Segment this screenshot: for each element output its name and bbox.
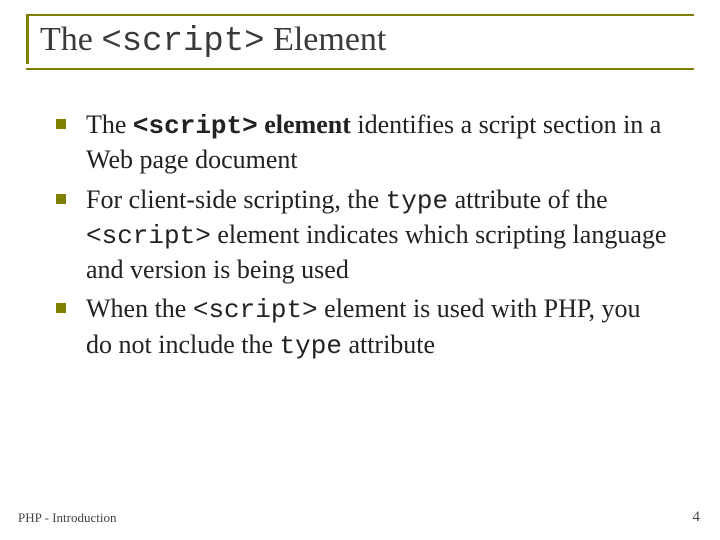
bullet-text-span: <script>	[133, 111, 258, 141]
title-rule-bottom	[26, 68, 694, 70]
bullet-text-span: <script>	[193, 295, 318, 325]
bullet-text-span: type	[386, 186, 448, 216]
bullet-text-span: When the	[86, 294, 193, 323]
bullet-text-span: attribute of the	[448, 185, 608, 214]
bullet-text-span: element	[258, 110, 351, 139]
title-rule-left	[26, 14, 29, 64]
bullet-text-span: For client-side scripting, the	[86, 185, 386, 214]
bullet-text-span: The	[86, 110, 133, 139]
bullet-item: The <script> element identifies a script…	[52, 108, 672, 177]
bullet-item: When the <script> element is used with P…	[52, 292, 672, 363]
title-code: <script>	[101, 23, 264, 61]
slide-body: The <script> element identifies a script…	[52, 108, 672, 369]
bullet-text-span: type	[280, 331, 342, 361]
page-number: 4	[693, 509, 701, 526]
footer-left: PHP - Introduction	[18, 510, 116, 526]
bullet-text-span: <script>	[86, 221, 211, 251]
bullet-item: For client-side scripting, the type attr…	[52, 183, 672, 287]
bullet-list: The <script> element identifies a script…	[52, 108, 672, 363]
title-suffix: Element	[265, 21, 387, 58]
slide-title: The <script> Element	[26, 16, 694, 68]
bullet-text-span: attribute	[342, 330, 435, 359]
title-corner	[26, 14, 36, 16]
slide: The <script> Element The <script> elemen…	[0, 0, 720, 540]
title-block: The <script> Element	[26, 14, 694, 70]
title-prefix: The	[40, 21, 101, 58]
